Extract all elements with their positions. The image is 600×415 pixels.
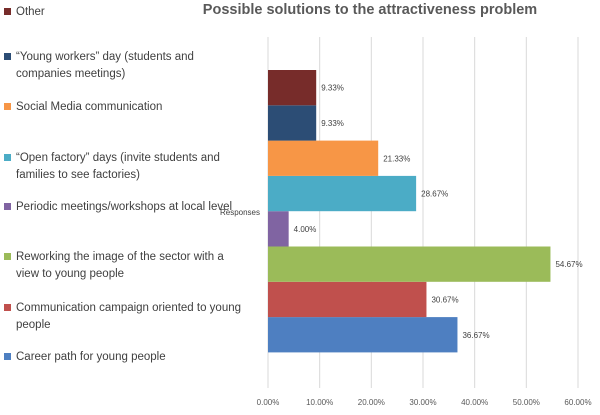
legend-swatch <box>4 8 11 15</box>
bar <box>268 70 317 106</box>
data-label: 21.33% <box>383 154 410 163</box>
bar <box>268 281 427 318</box>
legend-label: Periodic meetings/workshops at local lev… <box>16 201 233 213</box>
legend-swatch <box>4 103 11 110</box>
legend-label: “Young workers” day (students and compan… <box>16 51 194 80</box>
x-tick-label: 40.00% <box>461 398 488 407</box>
bar <box>268 317 458 353</box>
bar <box>268 105 317 141</box>
data-label: 36.67% <box>462 331 489 340</box>
legend-label: Other <box>16 6 45 18</box>
legend-swatch <box>4 53 11 60</box>
data-label: 30.67% <box>431 295 458 304</box>
category-label: Responses <box>220 208 260 217</box>
legend-swatch <box>4 304 11 311</box>
legend-item: Periodic meetings/workshops at local lev… <box>4 199 248 216</box>
legend-item: Communication campaign oriented to young… <box>4 300 248 334</box>
chart-title: Possible solutions to the attractiveness… <box>202 2 538 18</box>
legend-label: Social Media communication <box>16 101 163 113</box>
legend-swatch <box>4 203 11 210</box>
chart-legend: Other “Young workers” day (students and c… <box>0 0 250 415</box>
legend-item: Reworking the image of the sector with a… <box>4 249 248 283</box>
x-tick-label: 60.00% <box>564 398 591 407</box>
legend-label: “Open factory” days (invite students and… <box>16 152 220 181</box>
legend-item: Other <box>4 4 248 21</box>
legend-item: Social Media communication <box>4 99 248 116</box>
x-tick-label: 0.00% <box>257 398 280 407</box>
data-label: 9.33% <box>321 119 344 128</box>
data-label: 4.00% <box>294 225 317 234</box>
data-label: 9.33% <box>321 84 344 93</box>
legend-item: “Open factory” days (invite students and… <box>4 150 248 184</box>
legend-item: “Young workers” day (students and compan… <box>4 49 248 83</box>
bar <box>268 246 551 282</box>
bar <box>268 211 289 247</box>
legend-label: Reworking the image of the sector with a… <box>16 251 224 280</box>
legend-label: Communication campaign oriented to young… <box>16 302 242 331</box>
x-tick-label: 50.00% <box>513 398 540 407</box>
legend-item: Career path for young people <box>4 349 248 366</box>
legend-label: Career path for young people <box>16 351 166 363</box>
legend-swatch <box>4 353 11 360</box>
data-label: 54.67% <box>555 260 582 269</box>
x-tick-label: 20.00% <box>358 398 385 407</box>
bar <box>268 175 417 212</box>
x-tick-label: 10.00% <box>306 398 333 407</box>
bar <box>268 140 379 176</box>
data-label: 28.67% <box>421 190 448 199</box>
legend-swatch <box>4 253 11 260</box>
legend-swatch <box>4 154 11 161</box>
x-tick-label: 30.00% <box>409 398 436 407</box>
